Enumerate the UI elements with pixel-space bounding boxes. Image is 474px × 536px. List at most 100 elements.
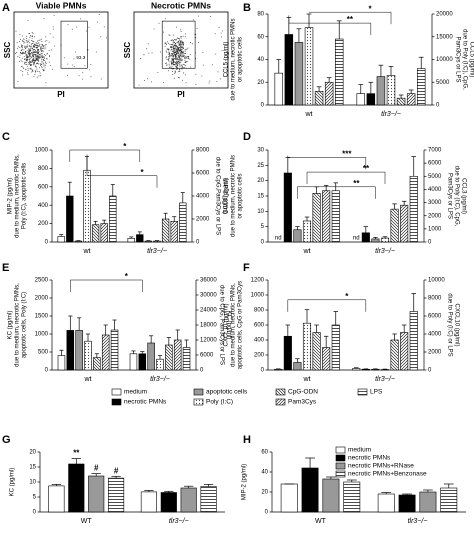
event-dot (174, 38, 175, 40)
event-dot (177, 68, 179, 70)
event-dot (28, 60, 30, 62)
category-label: wt (84, 376, 92, 383)
event-dot (185, 49, 187, 51)
event-dot (36, 43, 38, 45)
event-dot (38, 54, 40, 56)
panel-letter: H (243, 434, 251, 446)
y-tick-label: 0 (33, 510, 37, 516)
significance: ** (347, 15, 354, 24)
event-dot (168, 56, 170, 58)
event-dot (165, 62, 166, 64)
category-label: wt (305, 111, 313, 118)
y2-tick-label: 24000 (200, 308, 217, 314)
event-dot (34, 46, 35, 48)
event-dot (179, 44, 181, 46)
event-dot (180, 37, 182, 39)
event-dot (19, 34, 21, 36)
event-dot (180, 48, 181, 50)
event-dot (44, 57, 45, 59)
bar (88, 475, 105, 513)
event-dot (178, 55, 180, 57)
gate-label: 93.3 (76, 55, 85, 60)
event-dot (174, 58, 176, 60)
event-dot (179, 59, 181, 61)
event-dot (73, 58, 75, 60)
y-axis-label: due to medium, necrotic PMNs, (15, 283, 21, 367)
y2-axis-label: KC (pg/ml) (225, 311, 231, 340)
event-dot (179, 44, 181, 45)
event-dot (41, 61, 43, 63)
event-dot (176, 60, 178, 62)
y2-tick-label: 6000 (200, 353, 214, 359)
bar (343, 481, 361, 513)
y-tick-label: 200 (254, 353, 265, 359)
event-dot (31, 57, 33, 59)
event-dot (41, 45, 43, 46)
event-dot (181, 55, 183, 57)
x-axis-label: PI (57, 90, 65, 99)
event-dot (172, 53, 173, 55)
event-dot (184, 49, 186, 51)
event-dot (39, 54, 40, 56)
event-dot (33, 56, 35, 57)
event-dot (63, 57, 65, 59)
event-dot (23, 52, 24, 54)
event-dot (40, 50, 42, 51)
event-dot (198, 42, 199, 43)
event-dot (184, 59, 186, 61)
bar (390, 208, 399, 243)
legend-swatch (335, 462, 346, 470)
event-dot (30, 69, 32, 70)
event-dot (222, 30, 224, 32)
event-dot (89, 69, 91, 71)
event-dot (177, 57, 179, 59)
event-dot (184, 57, 185, 59)
y-tick-label: 1000 (251, 293, 265, 299)
event-dot (34, 66, 36, 68)
category-label: tlr3−/− (150, 376, 170, 383)
bar (57, 355, 66, 371)
panel-letter: C (2, 131, 10, 143)
event-dot (42, 56, 44, 58)
event-dot (180, 41, 182, 43)
y2-axis-label: CXCL10 (pg/ml) (453, 303, 459, 346)
event-dot (26, 60, 28, 61)
event-dot (170, 60, 172, 62)
bar (312, 332, 321, 371)
event-dot (49, 65, 51, 66)
event-dot (34, 74, 36, 75)
event-dot (170, 43, 172, 45)
event-dot (182, 52, 184, 54)
event-dot (175, 44, 177, 46)
event-dot (173, 48, 174, 49)
event-dot (38, 46, 40, 48)
event-dot (182, 55, 183, 57)
event-dot (157, 72, 159, 74)
event-dot (37, 59, 39, 60)
bar (390, 339, 399, 371)
event-dot (31, 39, 33, 41)
y-axis-label: or apoptotic cells (238, 37, 244, 82)
event-dot (165, 57, 167, 59)
event-dot (172, 71, 173, 73)
event-dot (174, 72, 175, 74)
y-tick-label: 1200 (251, 278, 265, 284)
event-dot (172, 39, 174, 41)
event-dot (184, 64, 185, 66)
event-dot (181, 66, 183, 67)
y2-tick-label: 6000 (428, 161, 442, 167)
event-dot (20, 38, 22, 40)
event-dot (214, 33, 216, 35)
event-dot (185, 82, 187, 84)
bar (386, 75, 396, 106)
y2-axis-label: Pam3Cys or LPS (454, 36, 460, 82)
event-dot (177, 52, 179, 54)
event-dot (37, 63, 39, 65)
event-dot (168, 65, 170, 67)
event-dot (24, 47, 26, 48)
y-tick-label: 2500 (35, 278, 49, 284)
event-dot (175, 72, 176, 74)
event-dot (41, 54, 43, 56)
event-dot (42, 55, 44, 57)
event-dot (36, 47, 38, 49)
